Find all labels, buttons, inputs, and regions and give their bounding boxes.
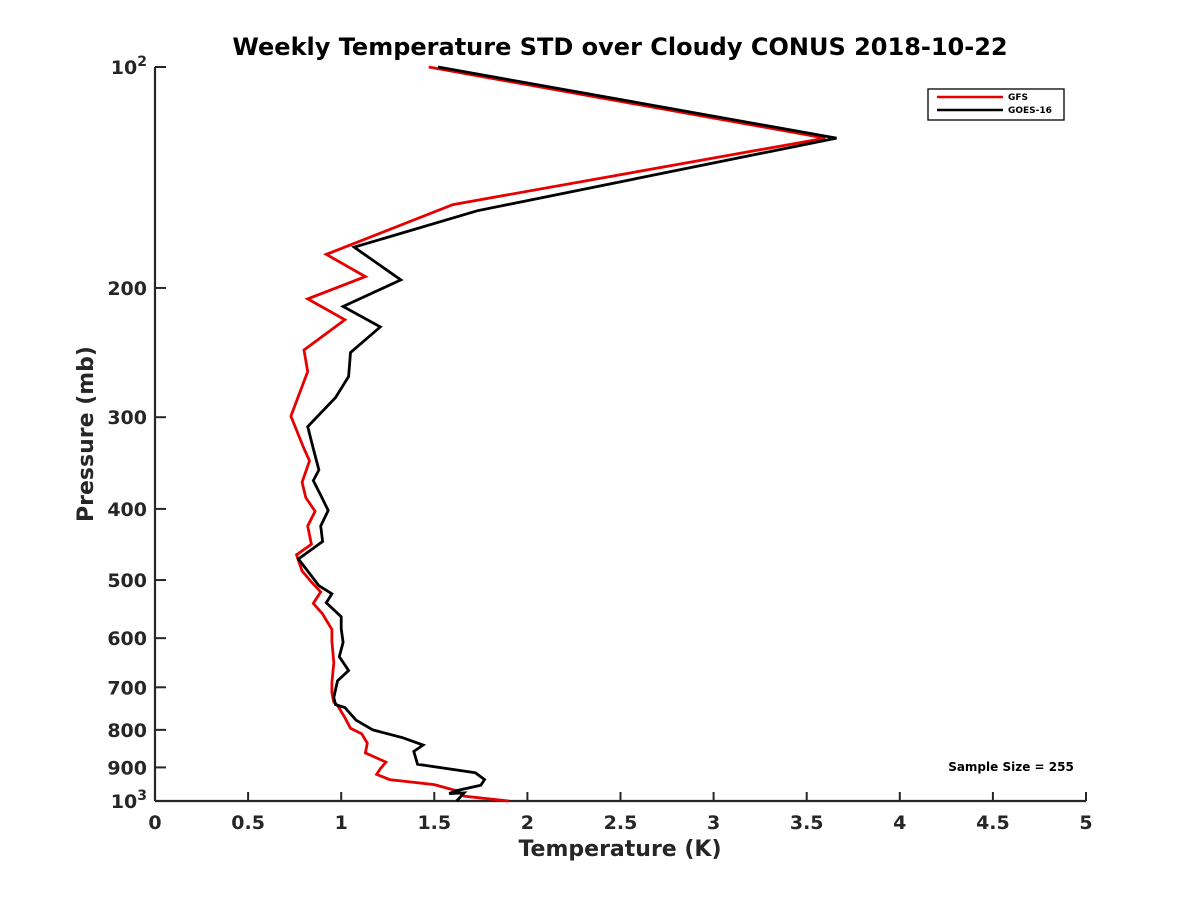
y-tick-label: 800 [107, 720, 147, 742]
x-tick-label: 3 [707, 812, 720, 834]
legend-label-goes16: GOES-16 [1008, 106, 1052, 116]
x-ticks: 0 0.5 1 1.5 2 2.5 3 3.5 4 4.5 5 [148, 792, 1093, 834]
x-axis-label: Temperature (K) [518, 837, 721, 862]
x-tick-label: 2.5 [604, 812, 638, 834]
x-tick-label: 0 [148, 812, 161, 834]
x-tick-label: 0.5 [231, 812, 265, 834]
legend-label-gfs: GFS [1008, 93, 1028, 103]
y-tick-label: 300 [107, 407, 147, 429]
series-line-gfs [289, 65, 826, 803]
x-tick-label: 3.5 [790, 812, 824, 834]
y-tick-label: 700 [107, 677, 147, 699]
x-tick-label: 5 [1079, 812, 1092, 834]
y-axis-label: Pressure (mb) [74, 346, 99, 522]
x-tick-label: 4.5 [976, 812, 1010, 834]
y-tick-label: 102 [111, 54, 147, 79]
y-tick-label: 600 [107, 628, 147, 650]
series-group [289, 65, 837, 803]
x-tick-label: 4 [893, 812, 906, 834]
legend-box [927, 88, 1065, 121]
x-tick-label: 2 [521, 812, 534, 834]
y-ticks: 102 200 300 400 500 600 700 800 900 103 [107, 54, 166, 813]
x-tick-label: 1.5 [417, 812, 451, 834]
y-tick-label: 103 [111, 788, 147, 813]
x-tick-label: 1 [335, 812, 348, 834]
chart-title: Weekly Temperature STD over Cloudy CONUS… [232, 33, 1007, 61]
legend: GFS GOES-16 [927, 88, 1065, 121]
y-tick-label: 200 [107, 278, 147, 300]
sample-size-annotation: Sample Size = 255 [948, 760, 1074, 774]
y-tick-label: 500 [107, 570, 147, 592]
series-line-goes16 [296, 65, 837, 802]
y-tick-label: 900 [107, 757, 147, 779]
y-tick-label: 400 [107, 499, 147, 521]
axes: 0 0.5 1 1.5 2 2.5 3 3.5 4 4.5 5 102 200 300 400 500 600… [107, 54, 1092, 834]
